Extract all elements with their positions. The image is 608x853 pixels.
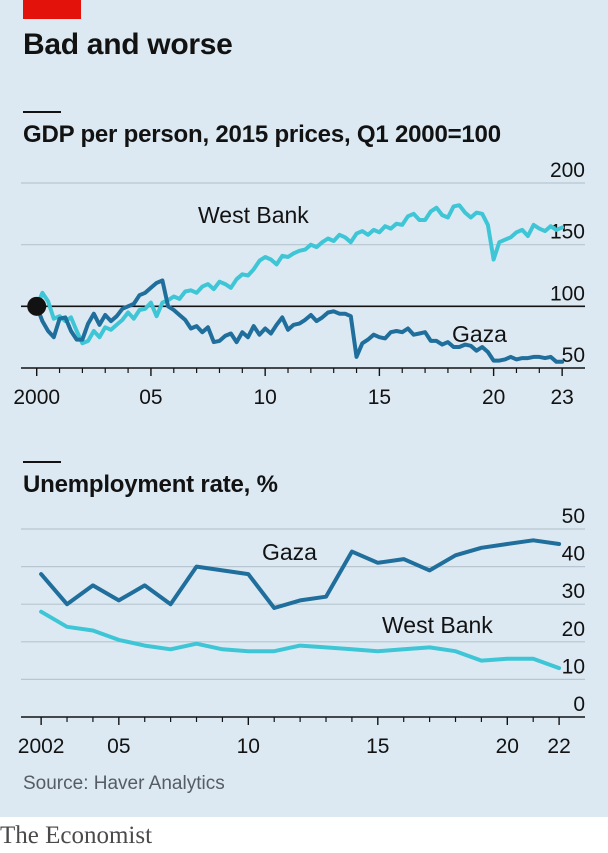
x-tick-label: 23 (550, 386, 573, 409)
headline: Bad and worse (23, 28, 233, 61)
source-note: Source: Haver Analytics (23, 773, 225, 794)
x-tick-label: 10 (237, 735, 260, 758)
y-tick-label: 10 (562, 655, 585, 678)
brand-logo: The Economist (0, 822, 153, 849)
y-tick-label: 20 (562, 618, 585, 641)
series-annotation: West Bank (382, 612, 493, 638)
y-tick-label: 40 (562, 543, 585, 566)
x-tick-label: 15 (368, 386, 391, 409)
series-annotation: Gaza (452, 321, 507, 347)
x-tick-label: 10 (253, 386, 276, 409)
x-tick-label: 20 (482, 386, 505, 409)
x-tick-label: 2002 (18, 735, 65, 758)
series-line-west-bank (39, 609, 562, 671)
x-tick-label: 20 (496, 735, 519, 758)
y-tick-label: 50 (562, 505, 585, 528)
y-tick-label: 0 (573, 693, 585, 716)
x-tick-label: 2000 (13, 386, 60, 409)
brand-red-tag (23, 0, 81, 19)
y-tick-label: 200 (550, 159, 585, 182)
chart2-title: Unemployment rate, % (23, 471, 278, 498)
series-line-gaza (34, 278, 565, 364)
series-annotation: West Bank (198, 202, 309, 228)
gdp-chart: 50 100 150 200 2000 05 10 15 20 23 West Bank Gaza (13, 159, 585, 409)
x-tick-label: 22 (547, 735, 570, 758)
y-tick-label: 50 (562, 344, 585, 367)
series-line-west-bank (34, 203, 565, 346)
series-line-gaza (39, 538, 562, 610)
y-tick-label: 30 (562, 580, 585, 603)
y-tick-label: 150 (550, 221, 585, 244)
chart-panel (0, 0, 608, 817)
chart2-rule (23, 461, 61, 463)
baseline-marker (27, 296, 47, 316)
unemployment-chart: 0 10 20 30 40 50 2002 05 10 15 20 22 Gaza West Bank (18, 505, 585, 758)
y-tick-label: 100 (550, 282, 585, 305)
x-tick-label: 05 (107, 735, 130, 758)
chart1-title: GDP per person, 2015 prices, Q1 2000=100 (23, 121, 501, 148)
series-annotation: Gaza (262, 539, 317, 565)
x-tick-label: 15 (366, 735, 389, 758)
x-tick-label: 05 (139, 386, 162, 409)
chart1-rule (23, 111, 61, 113)
